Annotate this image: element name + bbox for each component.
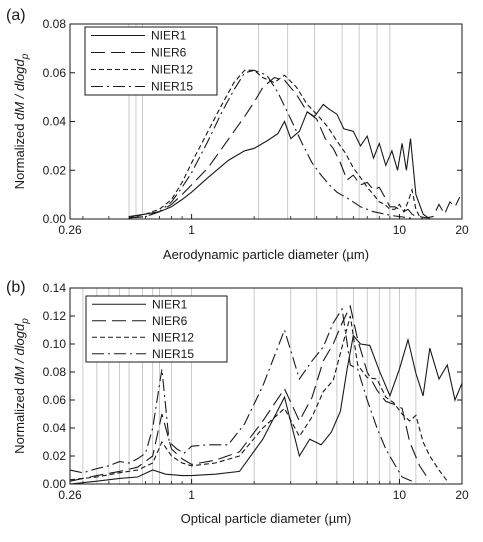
legend-label-nier12: NIER12 [151, 63, 193, 77]
chart-panel-a: (a) 0.00 0.02 0.04 0.06 0.08 0.26 1 10 20 Aerodyna… [6, 7, 469, 262]
legend: NIER1 NIER6 NIER12 NIER15 [85, 295, 228, 363]
series-line-nier6 [128, 76, 461, 219]
y-tick-label: 0.04 [43, 421, 67, 435]
y-tick-label: 0.08 [43, 365, 67, 379]
y-tick-label: 0.00 [43, 477, 67, 491]
series-line-nier15 [128, 69, 416, 219]
x-tick-label: 10 [393, 223, 407, 237]
legend-label-nier15: NIER15 [152, 347, 194, 361]
series-line-nier1 [70, 334, 462, 484]
y-tick-label: 0.02 [43, 163, 67, 177]
x-tick-label: 0.26 [58, 488, 82, 502]
y-tick-label: 0.10 [43, 337, 67, 351]
y-axis-label: Normalized dM / dlogdp [12, 53, 31, 189]
y-tick-label: 0.04 [43, 115, 67, 129]
panel-label: (a) [6, 7, 26, 24]
legend-label-nier15: NIER15 [151, 80, 193, 94]
legend-label-nier6: NIER6 [151, 46, 187, 60]
series-line-nier1 [128, 103, 431, 219]
x-tick-label: 1 [188, 488, 195, 502]
y-tick-label: 0.02 [43, 449, 67, 463]
x-tick-label: 20 [455, 488, 469, 502]
legend-label-nier1: NIER1 [152, 297, 188, 311]
y-tick-label: 0.08 [43, 17, 67, 31]
y-tick-label: 0.06 [43, 393, 67, 407]
series-line-nier6 [70, 304, 431, 482]
x-tick-label: 1 [188, 223, 195, 237]
y-tick-label: 0.00 [43, 212, 67, 226]
series-line-nier12 [128, 69, 424, 219]
y-tick-label: 0.06 [43, 66, 67, 80]
series-line-nier15 [70, 307, 413, 482]
legend-label-nier6: NIER6 [152, 314, 188, 328]
x-axis-label: Optical particle diameter (µm) [181, 511, 352, 526]
y-tick-label: 0.12 [43, 309, 67, 323]
chart-panel-b: (b) 0.00 0.02 0.04 0.06 0.08 0.10 0.12 0.14 0.26 1… [6, 279, 469, 526]
legend-label-nier12: NIER12 [152, 330, 194, 344]
legend-box [85, 295, 228, 363]
x-tick-label: 0.26 [58, 223, 82, 237]
series-line-nier12 [70, 315, 448, 482]
plot-frame [69, 287, 463, 485]
y-axis-label: Normalized dM / dlogdp [12, 318, 31, 454]
x-axis-label: Aerodynamic particle diameter (µm) [163, 247, 369, 262]
x-tick-label: 10 [393, 488, 407, 502]
panel-label: (b) [6, 279, 26, 296]
y-tick-label: 0.14 [43, 281, 67, 295]
legend: NIER1 NIER6 NIER12 NIER15 [84, 26, 218, 96]
x-tick-label: 20 [455, 223, 469, 237]
legend-box [84, 26, 218, 96]
legend-label-nier1: NIER1 [151, 29, 187, 43]
